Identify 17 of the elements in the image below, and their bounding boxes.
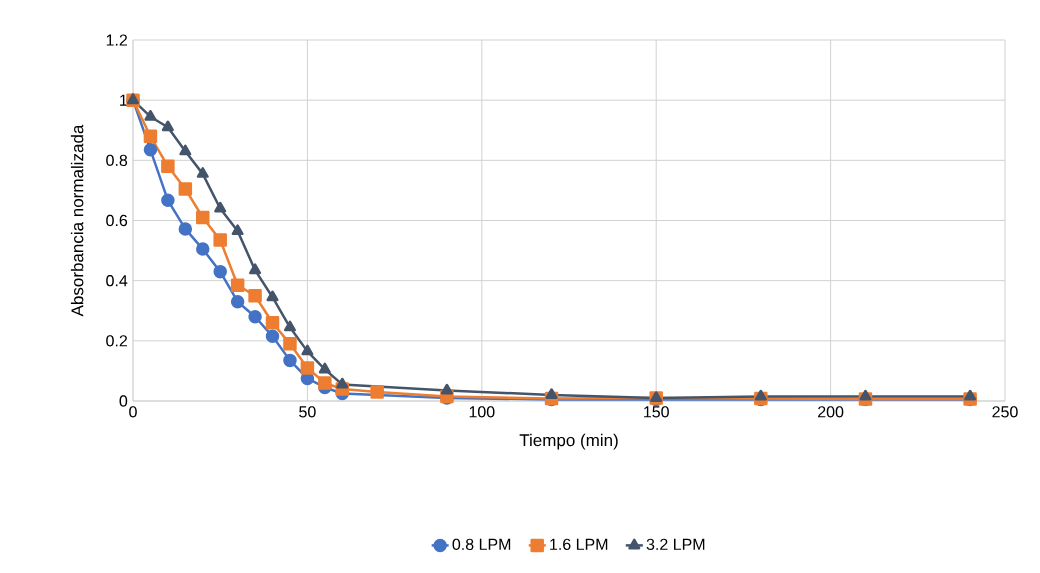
y-tick-label: 1.2 [106,34,127,46]
legend-label: 0.8 LPM [452,538,511,551]
y-tick-label: 0.8 [106,154,128,166]
x-tick-label: 150 [644,406,669,418]
x-axis-title: Tiempo (min) [519,433,618,450]
y-tick-label: 0 [119,395,128,407]
y-tick-label: 0.6 [106,214,128,227]
x-tick-label: 100 [469,406,495,418]
x-tick-label: 0 [129,406,137,418]
legend-label: 3.2 LPM [646,538,705,551]
x-tick-label: 50 [299,406,316,418]
y-axis-title: Absorbancia normalizada [70,124,84,317]
x-tick-label: 250 [992,406,1018,418]
y-tick-label: 0.2 [106,335,127,347]
y-tick-label: 0.4 [106,275,128,287]
x-tick-label: 200 [818,406,844,418]
legend-label: 1.6 LPM [550,538,608,551]
